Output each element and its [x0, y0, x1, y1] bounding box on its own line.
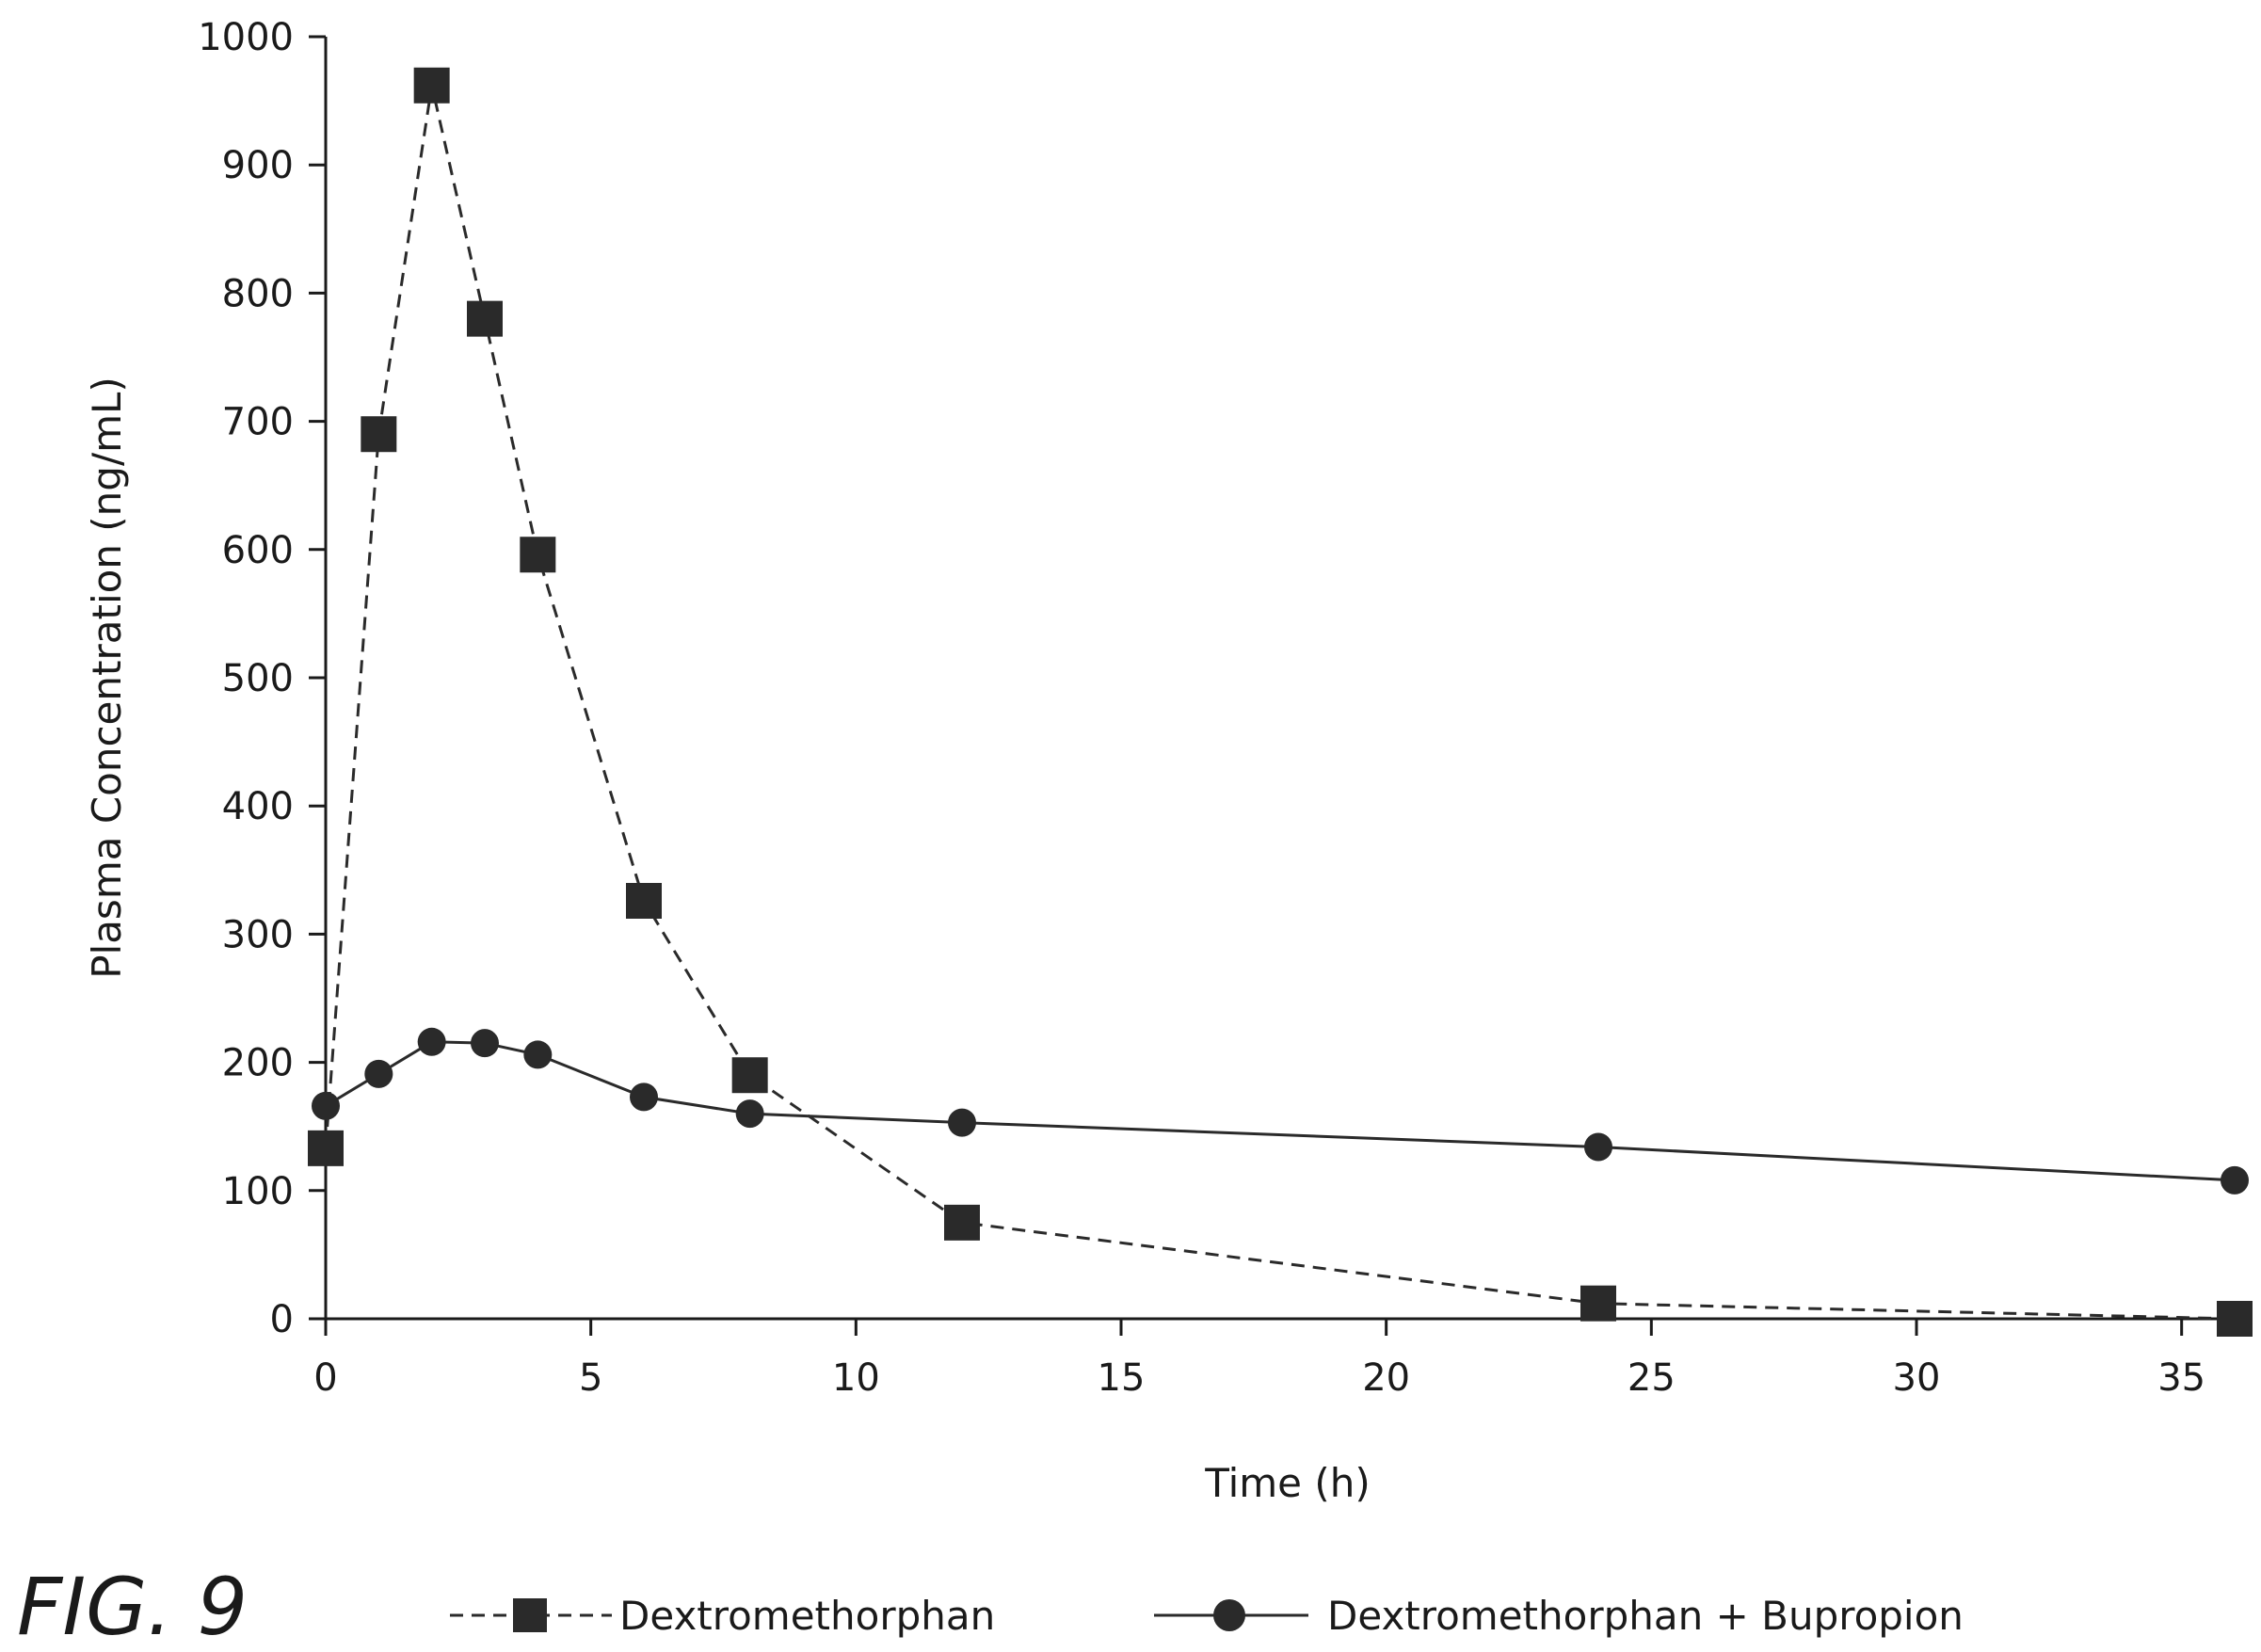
series-layer — [308, 67, 2253, 1337]
y-tick-label: 0 — [270, 1298, 294, 1341]
legend-label-dextromethorphan-bupropion: Dextromethorphan + Bupropion — [1327, 1593, 1964, 1639]
x-axis-title: Time (h) — [1204, 1460, 1371, 1506]
x-tick-label: 5 — [579, 1356, 602, 1400]
data-point-circle — [948, 1108, 976, 1137]
data-point-square — [944, 1204, 980, 1241]
data-point-circle — [735, 1099, 764, 1129]
x-tick-label: 30 — [1893, 1356, 1941, 1400]
data-point-square — [626, 882, 662, 919]
data-point-square — [413, 67, 450, 104]
x-tick-label: 10 — [832, 1356, 880, 1400]
y-tick-label: 900 — [222, 144, 294, 187]
y-tick-label: 700 — [222, 401, 294, 444]
data-point-circle — [630, 1083, 658, 1112]
y-tick-label: 400 — [222, 785, 294, 828]
y-tick-label: 300 — [222, 913, 294, 956]
legend-square-marker-icon — [513, 1598, 547, 1632]
x-tick-label: 0 — [313, 1356, 337, 1400]
series-line-dextromethorphan-bupropion — [325, 1040, 2236, 1182]
x-tick-label: 15 — [1098, 1356, 1146, 1400]
y-tick-label: 600 — [222, 529, 294, 572]
plot-area: 0 100 200 300 400 500 600 700 800 900 1000 0 5 10 15 2… — [198, 16, 2253, 1400]
x-tick-label: 25 — [1628, 1356, 1676, 1400]
data-point-square — [361, 416, 397, 453]
data-point-circle — [523, 1040, 553, 1069]
series-line-dextromethorphan — [324, 85, 2236, 1321]
data-point-square — [731, 1057, 768, 1094]
data-point-circle — [471, 1029, 499, 1058]
legend-circle-marker-icon — [1213, 1599, 1245, 1631]
y-tick-label: 1000 — [198, 16, 294, 59]
legend-label-dextromethorphan: Dextromethorphan — [619, 1593, 995, 1639]
data-point-circle — [417, 1027, 446, 1056]
data-point-square — [467, 300, 503, 337]
data-point-circle — [1584, 1132, 1612, 1162]
data-point-circle — [312, 1091, 340, 1120]
x-tick-label: 20 — [1362, 1356, 1410, 1400]
legend-item-dextromethorphan: Dextromethorphan — [450, 1593, 995, 1639]
y-tick-label: 500 — [222, 657, 294, 700]
y-tick-label: 800 — [222, 272, 294, 315]
data-point-square — [1580, 1285, 1616, 1322]
y-tick-label: 100 — [222, 1170, 294, 1213]
legend: Dextromethorphan Dextromethorphan + Bupr… — [450, 1593, 1964, 1639]
series-dextromethorphan — [308, 67, 2253, 1337]
data-point-square — [308, 1130, 344, 1166]
x-tick-label: 35 — [2157, 1356, 2205, 1400]
data-point-square — [2217, 1301, 2253, 1337]
legend-item-dextromethorphan-bupropion: Dextromethorphan + Bupropion — [1154, 1593, 1964, 1639]
y-tick-label: 200 — [222, 1042, 294, 1085]
data-point-square — [520, 537, 556, 573]
y-axis-ticks: 0 100 200 300 400 500 600 700 800 900 1000 — [198, 16, 326, 1341]
series-dextromethorphan-bupropion — [312, 1027, 2249, 1195]
x-axis-ticks: 0 5 10 15 20 25 30 35 — [313, 1319, 2205, 1400]
data-point-circle — [2221, 1165, 2249, 1195]
figure-label: FIG. 9 — [17, 1561, 248, 1652]
y-axis-title: Plasma Concentration (ng/mL) — [84, 377, 130, 979]
data-point-circle — [364, 1059, 393, 1088]
